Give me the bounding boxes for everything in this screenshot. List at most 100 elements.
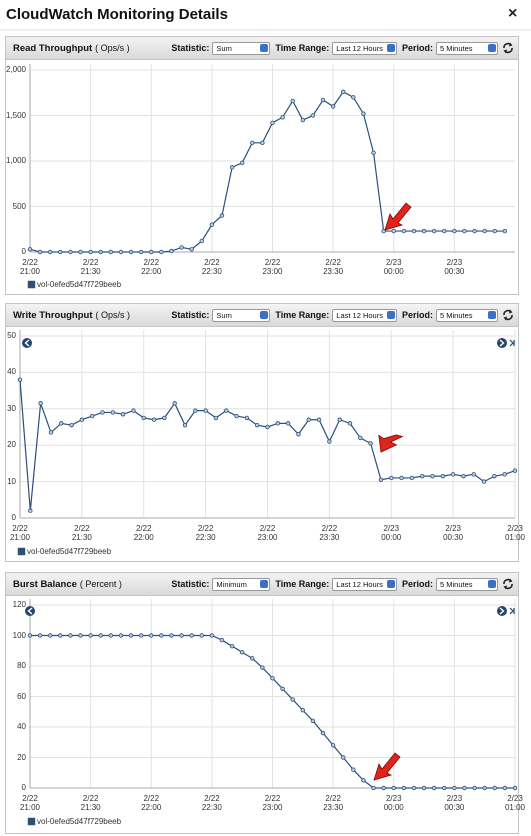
select-box[interactable]: 5 Minutes <box>436 577 498 591</box>
x-tick-label: 2/22 23:00 <box>262 794 283 812</box>
data-point <box>399 475 404 481</box>
data-point <box>389 475 394 481</box>
refresh-button[interactable] <box>502 309 514 321</box>
data-point <box>141 415 146 421</box>
data-point <box>179 633 184 638</box>
data-point <box>472 228 477 234</box>
data-point <box>421 228 427 234</box>
refresh-button[interactable] <box>502 578 514 590</box>
nav-buttons[interactable] <box>22 338 515 616</box>
data-point <box>38 401 43 406</box>
data-point <box>409 475 415 481</box>
data-point <box>512 785 518 791</box>
data-point <box>182 422 188 428</box>
y-tick-label: 1,500 <box>5 110 26 120</box>
nav-icon <box>27 607 33 615</box>
data-point <box>88 249 93 255</box>
refresh-arrow <box>503 42 513 54</box>
data-point <box>234 413 239 419</box>
data-point <box>138 249 144 255</box>
select-box[interactable]: 5 Minutes <box>436 41 498 55</box>
data-point <box>149 633 154 638</box>
data-point <box>128 633 134 638</box>
panel-header: Burst Balance( Percent ) Statistic: Minimu… <box>6 573 518 596</box>
data-point <box>290 697 295 702</box>
data-point <box>78 633 83 638</box>
data-point <box>28 508 33 513</box>
control-label: Period: <box>401 579 433 589</box>
data-point <box>337 417 342 422</box>
select-box[interactable]: Last 12 Hours <box>332 41 397 55</box>
select-arrow <box>488 580 496 588</box>
select-box[interactable]: Sum <box>212 41 271 55</box>
data-point <box>502 472 507 477</box>
select-arrow <box>260 580 269 588</box>
data-point <box>482 785 487 791</box>
data-point <box>290 98 295 104</box>
data-point <box>151 417 157 422</box>
x-tick-label: 2/23 00:00 <box>383 794 404 812</box>
data-point <box>159 633 164 638</box>
data-point <box>203 408 208 413</box>
select-value: Sum <box>216 43 232 53</box>
data-point <box>229 643 235 649</box>
select-value: Sum <box>216 310 232 320</box>
x-tick-label: 2/22 21:00 <box>19 258 41 276</box>
data-point <box>452 785 457 791</box>
nav-next[interactable] <box>497 606 507 616</box>
select-box[interactable]: Last 12 Hours <box>332 308 397 322</box>
data-point <box>330 104 336 109</box>
data-point <box>239 160 245 166</box>
data-point <box>270 120 275 125</box>
data-point <box>330 743 336 748</box>
legend-swatch <box>27 280 36 289</box>
nav-prev[interactable] <box>25 606 35 616</box>
data-point <box>472 785 477 791</box>
data-point <box>351 95 356 100</box>
x-tick-label: 2/22 21:00 <box>19 794 41 812</box>
data-point <box>482 228 487 234</box>
data-point <box>371 150 376 156</box>
y-tick-label: 60 <box>17 691 26 701</box>
data-point <box>169 248 174 254</box>
data-point <box>199 633 204 638</box>
data-point <box>280 686 285 692</box>
nav-prev[interactable] <box>22 338 32 348</box>
select-box[interactable]: Minimum <box>212 577 271 591</box>
select-arrow <box>488 44 496 52</box>
panel: Burst Balance( Percent ) Statistic: Minimu… <box>5 572 519 834</box>
control-label: Time Range: <box>275 43 330 53</box>
data-point <box>244 415 250 421</box>
select-value: 5 Minutes <box>440 43 473 53</box>
select-box[interactable]: Last 12 Hours <box>332 577 397 591</box>
data-point <box>351 767 356 772</box>
x-tick-label: 2/23 00:30 <box>444 258 465 276</box>
data-point <box>502 228 508 234</box>
nav-end[interactable] <box>509 339 515 347</box>
x-tick-label: 2/22 22:00 <box>133 524 154 542</box>
data-point <box>462 785 467 791</box>
data-point <box>219 213 225 218</box>
data-point <box>341 755 346 760</box>
close-button[interactable]: × <box>508 5 518 22</box>
data-point <box>310 113 316 118</box>
data-point <box>224 408 229 413</box>
data-point <box>471 472 476 477</box>
control-label: Statistic: <box>171 579 210 589</box>
x-tick-label: 2/23 00:00 <box>383 258 404 276</box>
data-point <box>118 633 124 638</box>
data-point <box>300 117 306 123</box>
y-tick-label: 1,000 <box>5 156 26 165</box>
panel-header: Write Throughput( Ops/s ) Statistic: Sum Ti… <box>6 304 518 327</box>
nav-next[interactable] <box>497 338 507 348</box>
data-point <box>391 228 396 234</box>
refresh-button[interactable] <box>502 42 514 54</box>
data-point <box>260 665 265 670</box>
select-box[interactable]: 5 Minutes <box>436 308 498 322</box>
data-point <box>179 245 184 250</box>
data-point <box>391 785 396 791</box>
nav-end[interactable] <box>509 607 515 615</box>
x-tick-label: 2/22 21:30 <box>71 524 92 542</box>
select-box[interactable]: Sum <box>212 308 271 322</box>
